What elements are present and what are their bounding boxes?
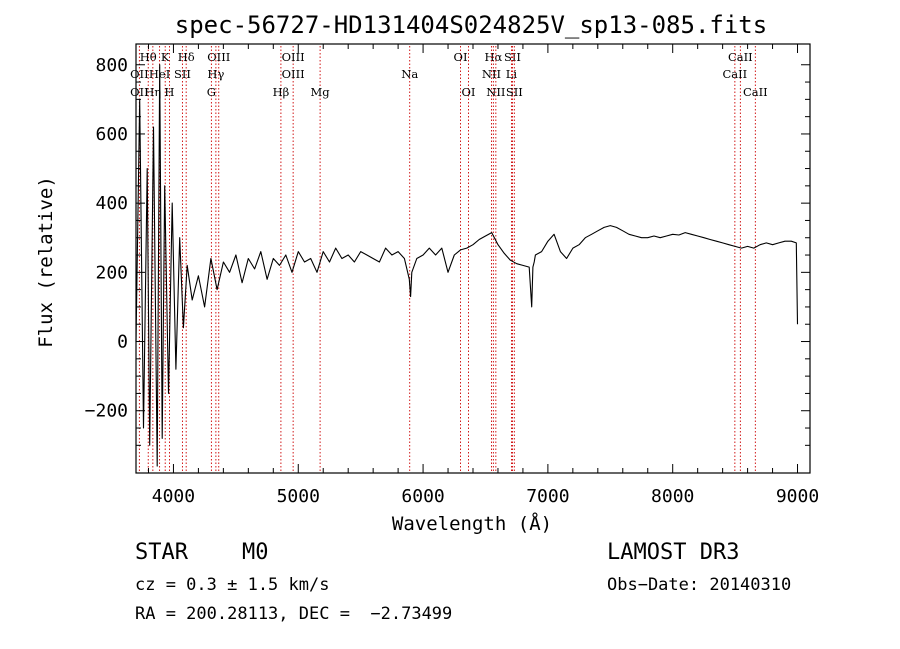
line-id-label: SII: [506, 85, 523, 99]
spectrum-line: [135, 64, 799, 467]
line-id-label: G: [207, 85, 216, 99]
line-id-label: CaII: [728, 50, 753, 64]
line-id-label: Hβ: [273, 85, 290, 99]
line-id-label: SII: [174, 67, 191, 81]
y-tick-label: 600: [95, 124, 128, 145]
y-tick-label: 800: [95, 55, 128, 76]
survey-name: LAMOST DR3: [607, 540, 740, 565]
x-tick-label: 8000: [651, 486, 694, 507]
x-tick-label: 4000: [152, 486, 195, 507]
line-id-label: OIII: [207, 50, 230, 64]
chart-title: spec-56727-HD131404S024825V_sp13-085.fit…: [175, 11, 767, 39]
line-id-label: OII: [130, 67, 149, 81]
line-id-label: Hθ: [140, 50, 157, 64]
line-id-label: NII: [486, 85, 505, 99]
line-id-label: Mg: [311, 85, 331, 99]
axis-layer: 4000 5000 6000 7000 8000 9000 −200 0 200 400 600 80…: [85, 44, 819, 507]
redshift-readout: cz = 0.3 ± 1.5 km/s: [135, 575, 330, 595]
line-id-label: Hγ: [207, 67, 224, 81]
y-tick-label: 200: [95, 262, 128, 283]
line-id-label: OI: [462, 85, 476, 99]
line-id-label: Li: [506, 67, 518, 81]
y-axis-label: Flux (relative): [35, 176, 57, 348]
line-id-label: Hδ: [178, 50, 195, 64]
line-id-label: CaII: [743, 85, 768, 99]
x-tick-label: 7000: [526, 486, 569, 507]
x-axis-label: Wavelength (Å): [392, 512, 552, 535]
line-id-label: Na: [401, 67, 418, 81]
line-id-label: Hη: [144, 85, 161, 99]
x-tick-label: 9000: [776, 486, 819, 507]
line-id-label: Hα: [484, 50, 502, 64]
line-id-label: NII: [482, 67, 501, 81]
coordinates-readout: RA = 200.28113, DEC = −2.73499: [135, 604, 453, 624]
object-class: STAR: [135, 540, 188, 565]
y-tick-label: 400: [95, 193, 128, 214]
line-id-label: SII: [504, 50, 521, 64]
y-tick-label: −200: [85, 401, 128, 422]
line-id-label: OI: [454, 50, 468, 64]
line-id-label: OIII: [282, 50, 305, 64]
line-id-label: OIII: [282, 67, 305, 81]
observation-date: Obs−Date: 20140310: [607, 575, 792, 595]
line-id-label: H: [164, 85, 174, 99]
line-id-label: CaII: [722, 67, 747, 81]
series-layer: [135, 64, 799, 467]
line-id-label: OII: [130, 85, 149, 99]
x-tick-label: 6000: [401, 486, 444, 507]
object-subclass: M0: [242, 540, 269, 565]
y-tick-label: 0: [117, 332, 128, 353]
x-tick-label: 5000: [277, 486, 320, 507]
line-id-label: K: [161, 50, 170, 64]
